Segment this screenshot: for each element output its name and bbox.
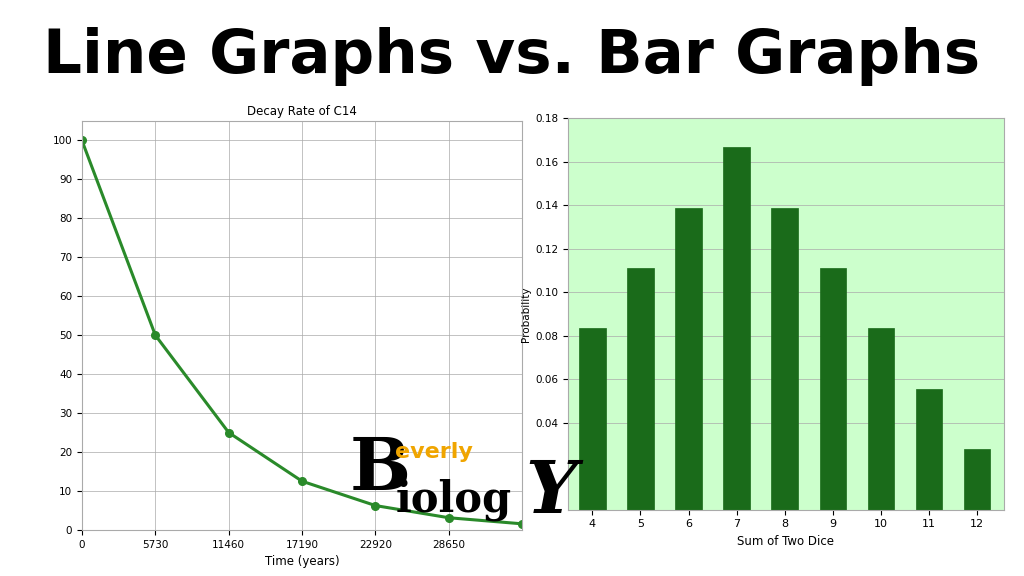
Bar [819, 268, 846, 510]
Text: B: B [349, 434, 411, 505]
Text: everly: everly [395, 442, 473, 462]
Bar [915, 389, 942, 510]
Bar [580, 328, 605, 510]
X-axis label: Time (years): Time (years) [265, 555, 339, 568]
Bar [964, 449, 990, 510]
Bar [531, 389, 557, 510]
Bar [771, 207, 798, 510]
Bar [628, 268, 653, 510]
Title: Decay Rate of C14: Decay Rate of C14 [247, 105, 357, 119]
Y-axis label: Probability: Probability [521, 286, 531, 342]
X-axis label: Sum of Two Dice: Sum of Two Dice [737, 535, 835, 548]
Text: iolog: iolog [395, 479, 512, 521]
Text: Line Graphs vs. Bar Graphs: Line Graphs vs. Bar Graphs [43, 26, 981, 86]
Bar [675, 207, 701, 510]
Bar [867, 328, 894, 510]
Text: Y: Y [525, 457, 577, 528]
Bar [483, 449, 509, 510]
Bar [723, 147, 750, 510]
